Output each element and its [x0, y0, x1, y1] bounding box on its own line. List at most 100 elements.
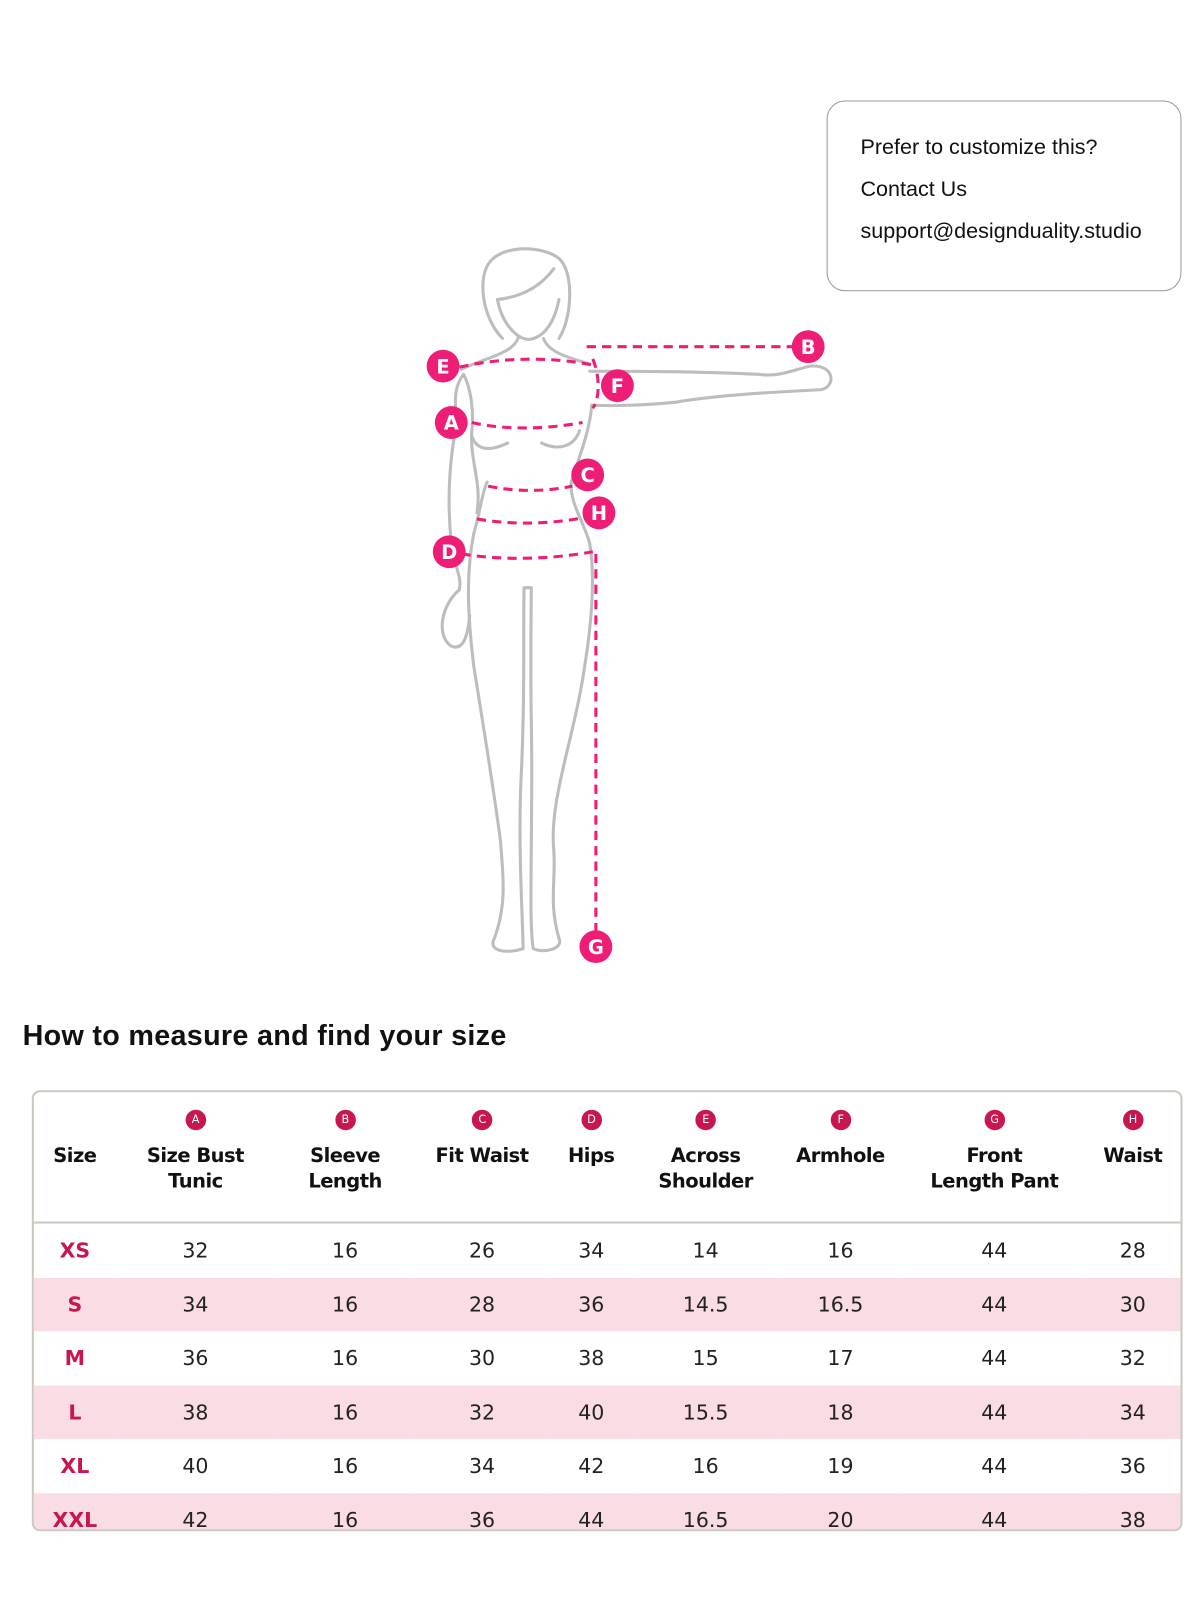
measurement-value: 16 — [274, 1277, 416, 1332]
marker-e: E — [426, 349, 460, 383]
measurement-value: 30 — [468, 1345, 496, 1371]
column-label: Size — [53, 1144, 97, 1168]
measurement-value: 38 — [1085, 1492, 1181, 1530]
measurement-value: 16.5 — [633, 1492, 778, 1530]
column-header-sleeve-length: B Sleeve Length — [274, 1092, 416, 1224]
table-body: XS 32 16 26 34 14 16 44 28 S 34 16 28 36 14.5 16.5 44 30 M… — [33, 1223, 1181, 1530]
column-header-front-length-pant: G Front Length Pant — [903, 1092, 1086, 1224]
table-row: M 36 16 30 38 15 17 44 32 — [34, 1331, 1181, 1385]
measurement-value: 44 — [981, 1345, 1008, 1371]
size-label: S — [33, 1277, 116, 1332]
measurement-value: 36 — [548, 1277, 634, 1332]
measurement-value: 16.5 — [777, 1277, 904, 1332]
size-label: XS — [59, 1238, 91, 1263]
column-header-armhole: F Armhole — [777, 1092, 904, 1224]
column-label: Across Shoulder — [658, 1144, 753, 1193]
table-row: XS 32 16 26 34 14 16 44 28 — [34, 1223, 1181, 1278]
svg-text:A: A — [444, 412, 459, 435]
column-label: Front Length Pant — [930, 1144, 1059, 1193]
markers: E B F A C H D G — [426, 330, 825, 964]
column-label: Armhole — [796, 1144, 885, 1168]
measurement-figure: E B F A C H D G — [426, 247, 833, 964]
bust-line — [471, 421, 583, 430]
table-header-row: Size A Size Bust Tunic B Sleeve Length C Fit W… — [33, 1092, 1181, 1224]
svg-text:F: F — [611, 375, 624, 398]
measurement-badge: G — [984, 1109, 1005, 1131]
marker-g: G — [579, 930, 613, 964]
svg-text:C: C — [581, 464, 595, 487]
section-title: How to measure and find your size — [22, 1019, 507, 1052]
marker-d: D — [432, 535, 466, 569]
column-header-waist: H Waist — [1085, 1092, 1181, 1224]
measurement-badge: B — [334, 1109, 356, 1131]
measurement-value: 26 — [468, 1238, 496, 1263]
measurement-value: 32 — [415, 1385, 549, 1439]
armhole-line — [591, 358, 600, 410]
size-chart-table: Size A Size Bust Tunic B Sleeve Length C Fit W… — [31, 1090, 1183, 1532]
measurement-value: 44 — [903, 1277, 1086, 1332]
measurement-value: 36 — [1119, 1453, 1146, 1479]
marker-c: C — [571, 458, 605, 492]
measurement-value: 36 — [182, 1345, 209, 1371]
measurement-value: 32 — [1119, 1345, 1146, 1371]
svg-text:D: D — [441, 541, 457, 564]
measurement-value: 40 — [182, 1453, 209, 1479]
measurement-value: 34 — [468, 1453, 496, 1479]
measurement-value: 28 — [1119, 1238, 1146, 1263]
measurement-badge: C — [471, 1109, 493, 1131]
measurement-value: 18 — [777, 1385, 904, 1439]
measurement-value: 16 — [274, 1385, 416, 1439]
measurement-value: 32 — [182, 1238, 209, 1263]
svg-text:G: G — [588, 936, 604, 959]
body-outline — [440, 247, 833, 953]
size-label: XXL — [33, 1492, 116, 1530]
measurement-value: 14.5 — [633, 1277, 778, 1332]
measurement-value: 16 — [827, 1238, 854, 1263]
shoulder-line — [459, 357, 594, 369]
measurement-value: 20 — [777, 1492, 904, 1530]
measurement-value: 34 — [1085, 1385, 1181, 1439]
table-row: L 38 16 32 40 15.5 18 44 34 — [33, 1385, 1181, 1439]
svg-text:B: B — [801, 336, 816, 359]
column-label: Sleeve Length — [308, 1144, 382, 1193]
column-header-size: Size — [33, 1092, 116, 1224]
table-row: XXL 42 16 36 44 16.5 20 44 38 — [33, 1492, 1181, 1530]
size-label: L — [33, 1385, 116, 1439]
measurement-value: 38 — [115, 1385, 275, 1439]
measurement-badge: D — [581, 1109, 602, 1131]
column-header-fit-waist: C Fit Waist — [415, 1092, 549, 1224]
size-label: XL — [60, 1453, 90, 1479]
measurement-badge: E — [695, 1109, 716, 1131]
measurement-value: 42 — [578, 1453, 605, 1479]
svg-text:H: H — [591, 502, 607, 525]
measurement-value: 16 — [332, 1238, 359, 1263]
column-label: Size Bust Tunic — [146, 1144, 245, 1193]
customize-prompt: Prefer to customize this? — [860, 135, 1098, 159]
svg-text:E: E — [436, 355, 449, 378]
marker-f: F — [601, 369, 634, 403]
measurement-value: 44 — [548, 1492, 634, 1530]
marker-b: B — [791, 330, 825, 364]
fit-waist-line — [487, 484, 573, 492]
table-row: XL 40 16 34 42 16 19 44 36 — [34, 1439, 1181, 1493]
measurement-value: 17 — [827, 1345, 854, 1371]
measurement-value: 44 — [981, 1238, 1008, 1263]
measurement-value: 44 — [981, 1453, 1008, 1479]
measurement-value: 16 — [332, 1345, 359, 1371]
support-email-link[interactable]: support@designduality.studio — [860, 219, 1142, 244]
measurement-value: 14 — [692, 1238, 719, 1263]
column-label: Hips — [568, 1144, 615, 1168]
measurement-value: 30 — [1085, 1277, 1181, 1332]
size-label: M — [64, 1345, 86, 1371]
hips-line — [461, 550, 594, 560]
measurement-value: 42 — [115, 1492, 275, 1530]
measurement-value: 34 — [578, 1238, 605, 1263]
table-row: S 34 16 28 36 14.5 16.5 44 30 — [33, 1277, 1181, 1332]
measurement-value: 36 — [415, 1492, 549, 1530]
measurement-value: 38 — [578, 1345, 605, 1371]
column-label: Fit Waist — [435, 1144, 530, 1168]
measurement-value: 16 — [692, 1453, 719, 1479]
customize-contact-box: Prefer to customize this? Contact Us sup… — [826, 100, 1182, 292]
marker-h: H — [582, 496, 616, 530]
